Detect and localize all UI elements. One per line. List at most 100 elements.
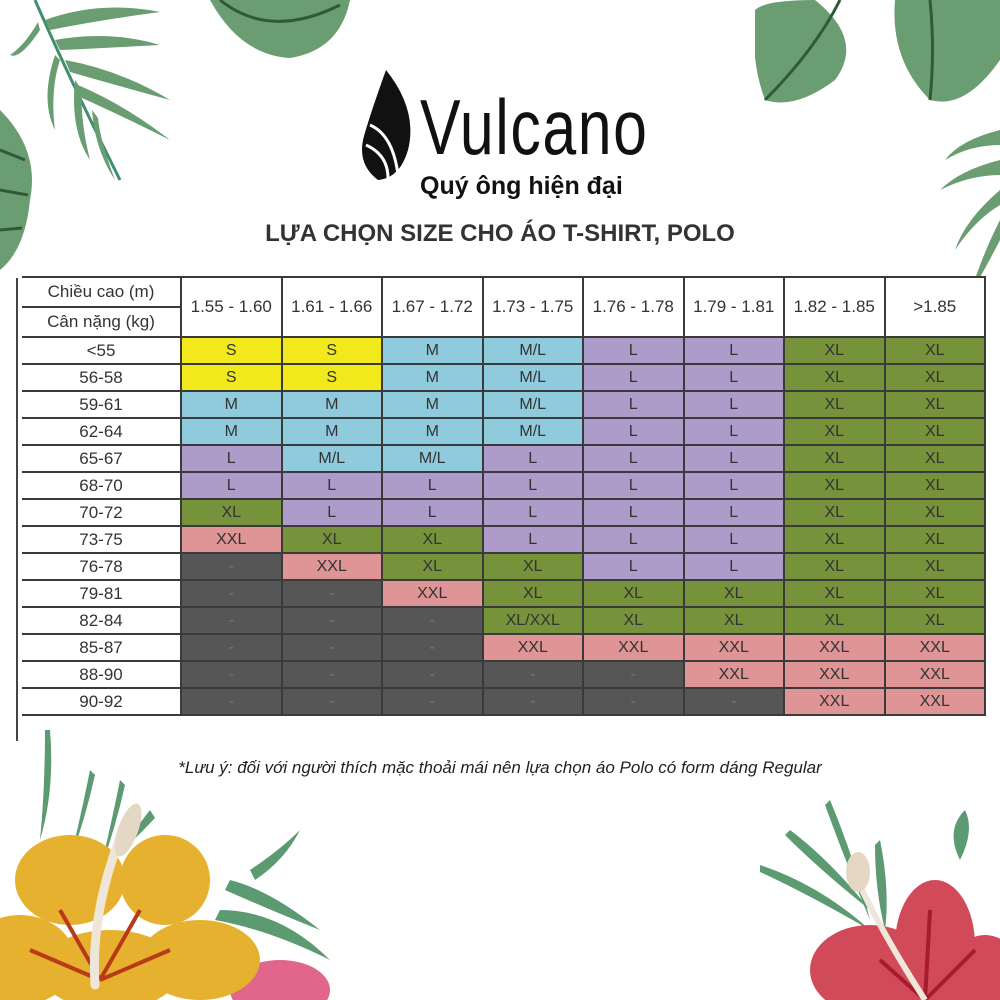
size-cell: - [280, 633, 383, 662]
size-cell: L [682, 363, 785, 392]
size-cell: - [682, 687, 785, 716]
column-header: 1.73 - 1.75 [481, 276, 584, 338]
table-row: 90-92- - - - - - XXL XXL [22, 687, 986, 716]
brand-tagline: Quý ông hiện đại [420, 172, 623, 200]
size-cell: S [180, 336, 283, 365]
size-cell: XL [783, 471, 886, 500]
size-cell: XXL [883, 687, 986, 716]
size-cell: XL [883, 498, 986, 527]
size-cell: XL [783, 552, 886, 581]
size-cell: L [381, 471, 484, 500]
size-cell: - [381, 633, 484, 662]
size-cell: L [582, 417, 685, 446]
weight-label: 70-72 [22, 498, 182, 527]
size-cell: XL [783, 606, 886, 635]
size-cell: - [481, 687, 584, 716]
table-row: 62-64 M M M M/L L L XL XL [22, 417, 986, 446]
size-cell: M [280, 417, 383, 446]
size-cell: XXL [682, 633, 785, 662]
hibiscus-red-flower-icon [760, 800, 1000, 1000]
size-cell: L [582, 390, 685, 419]
size-cell: XXL [883, 633, 986, 662]
table-row: 88-90- - - - - XXL XXL XXL [22, 660, 986, 689]
size-cell: XL [783, 363, 886, 392]
table-row: 73-75 XXL XL XL L L L XL XL [22, 525, 986, 554]
size-cell: M [280, 390, 383, 419]
size-cell: L [682, 498, 785, 527]
size-cell: XL [783, 336, 886, 365]
size-cell: XL [883, 525, 986, 554]
size-cell: XL [582, 606, 685, 635]
size-cell: XL/XXL [481, 606, 584, 635]
size-cell: - [280, 687, 383, 716]
size-cell: M/L [481, 417, 584, 446]
table-header-row: Chiều cao (m) Cân nặng (kg) 1.55 - 1.60 … [22, 276, 986, 338]
size-cell: M [180, 417, 283, 446]
size-cell: L [682, 444, 785, 473]
weight-label: 73-75 [22, 525, 182, 554]
table-row: 70-72 XL L L L L L XL XL [22, 498, 986, 527]
size-cell: L [280, 498, 383, 527]
size-cell: XL [883, 363, 986, 392]
table-row: 68-70 L L L L L L XL XL [22, 471, 986, 500]
table-corner-header: Chiều cao (m) Cân nặng (kg) [22, 276, 182, 338]
size-cell: M [381, 417, 484, 446]
size-cell: L [582, 444, 685, 473]
size-cell: M/L [481, 336, 584, 365]
size-cell: L [481, 498, 584, 527]
size-cell: - [481, 660, 584, 689]
size-cell: L [481, 525, 584, 554]
size-cell: - [582, 660, 685, 689]
size-cell: - [280, 660, 383, 689]
size-cell: XL [883, 579, 986, 608]
size-cell: M [381, 336, 484, 365]
weight-label: <55 [22, 336, 182, 365]
palm-leaf-top-left-icon [10, 0, 170, 181]
size-cell: - [582, 687, 685, 716]
size-cell: L [280, 471, 383, 500]
size-cell: XL [783, 579, 886, 608]
size-cell: - [280, 606, 383, 635]
size-cell: L [682, 417, 785, 446]
size-cell: XL [682, 606, 785, 635]
brand-logo: Vulcano Quý ông hiện đại [358, 70, 647, 205]
weight-label: 65-67 [22, 444, 182, 473]
weight-label: 56-58 [22, 363, 182, 392]
size-cell: S [280, 363, 383, 392]
size-cell: - [180, 660, 283, 689]
size-cell: XL [682, 579, 785, 608]
size-cell: - [381, 687, 484, 716]
size-cell: XL [381, 525, 484, 554]
size-cell: L [582, 525, 685, 554]
size-cell: XL [783, 498, 886, 527]
weight-label: 88-90 [22, 660, 182, 689]
table-row: 56-58 S S M M/L L L XL XL [22, 363, 986, 392]
table-row: 82-84- - - XL/XXL XL XL XL XL [22, 606, 986, 635]
size-cell: XXL [783, 660, 886, 689]
size-cell: XXL [582, 633, 685, 662]
size-cell: XL [582, 579, 685, 608]
size-cell: M [381, 390, 484, 419]
size-cell: - [180, 579, 283, 608]
size-cell: XXL [280, 552, 383, 581]
size-cell: XL [883, 417, 986, 446]
size-cell: L [381, 498, 484, 527]
size-cell: L [481, 444, 584, 473]
size-cell: XL [883, 390, 986, 419]
size-cell: XL [783, 444, 886, 473]
size-cell: L [582, 552, 685, 581]
size-cell: L [682, 552, 785, 581]
size-cell: L [582, 363, 685, 392]
size-cell: XXL [481, 633, 584, 662]
size-cell: XXL [783, 633, 886, 662]
size-cell: S [280, 336, 383, 365]
size-cell: XL [783, 390, 886, 419]
size-cell: XXL [180, 525, 283, 554]
monstera-leaf-top-right-icon [755, 0, 1000, 103]
size-cell: XL [883, 606, 986, 635]
table-row: <55 S S M M/L L L XL XL [22, 336, 986, 365]
size-cell: XL [883, 471, 986, 500]
table-left-rule [16, 278, 18, 741]
size-cell: - [381, 660, 484, 689]
weight-label: 82-84 [22, 606, 182, 635]
